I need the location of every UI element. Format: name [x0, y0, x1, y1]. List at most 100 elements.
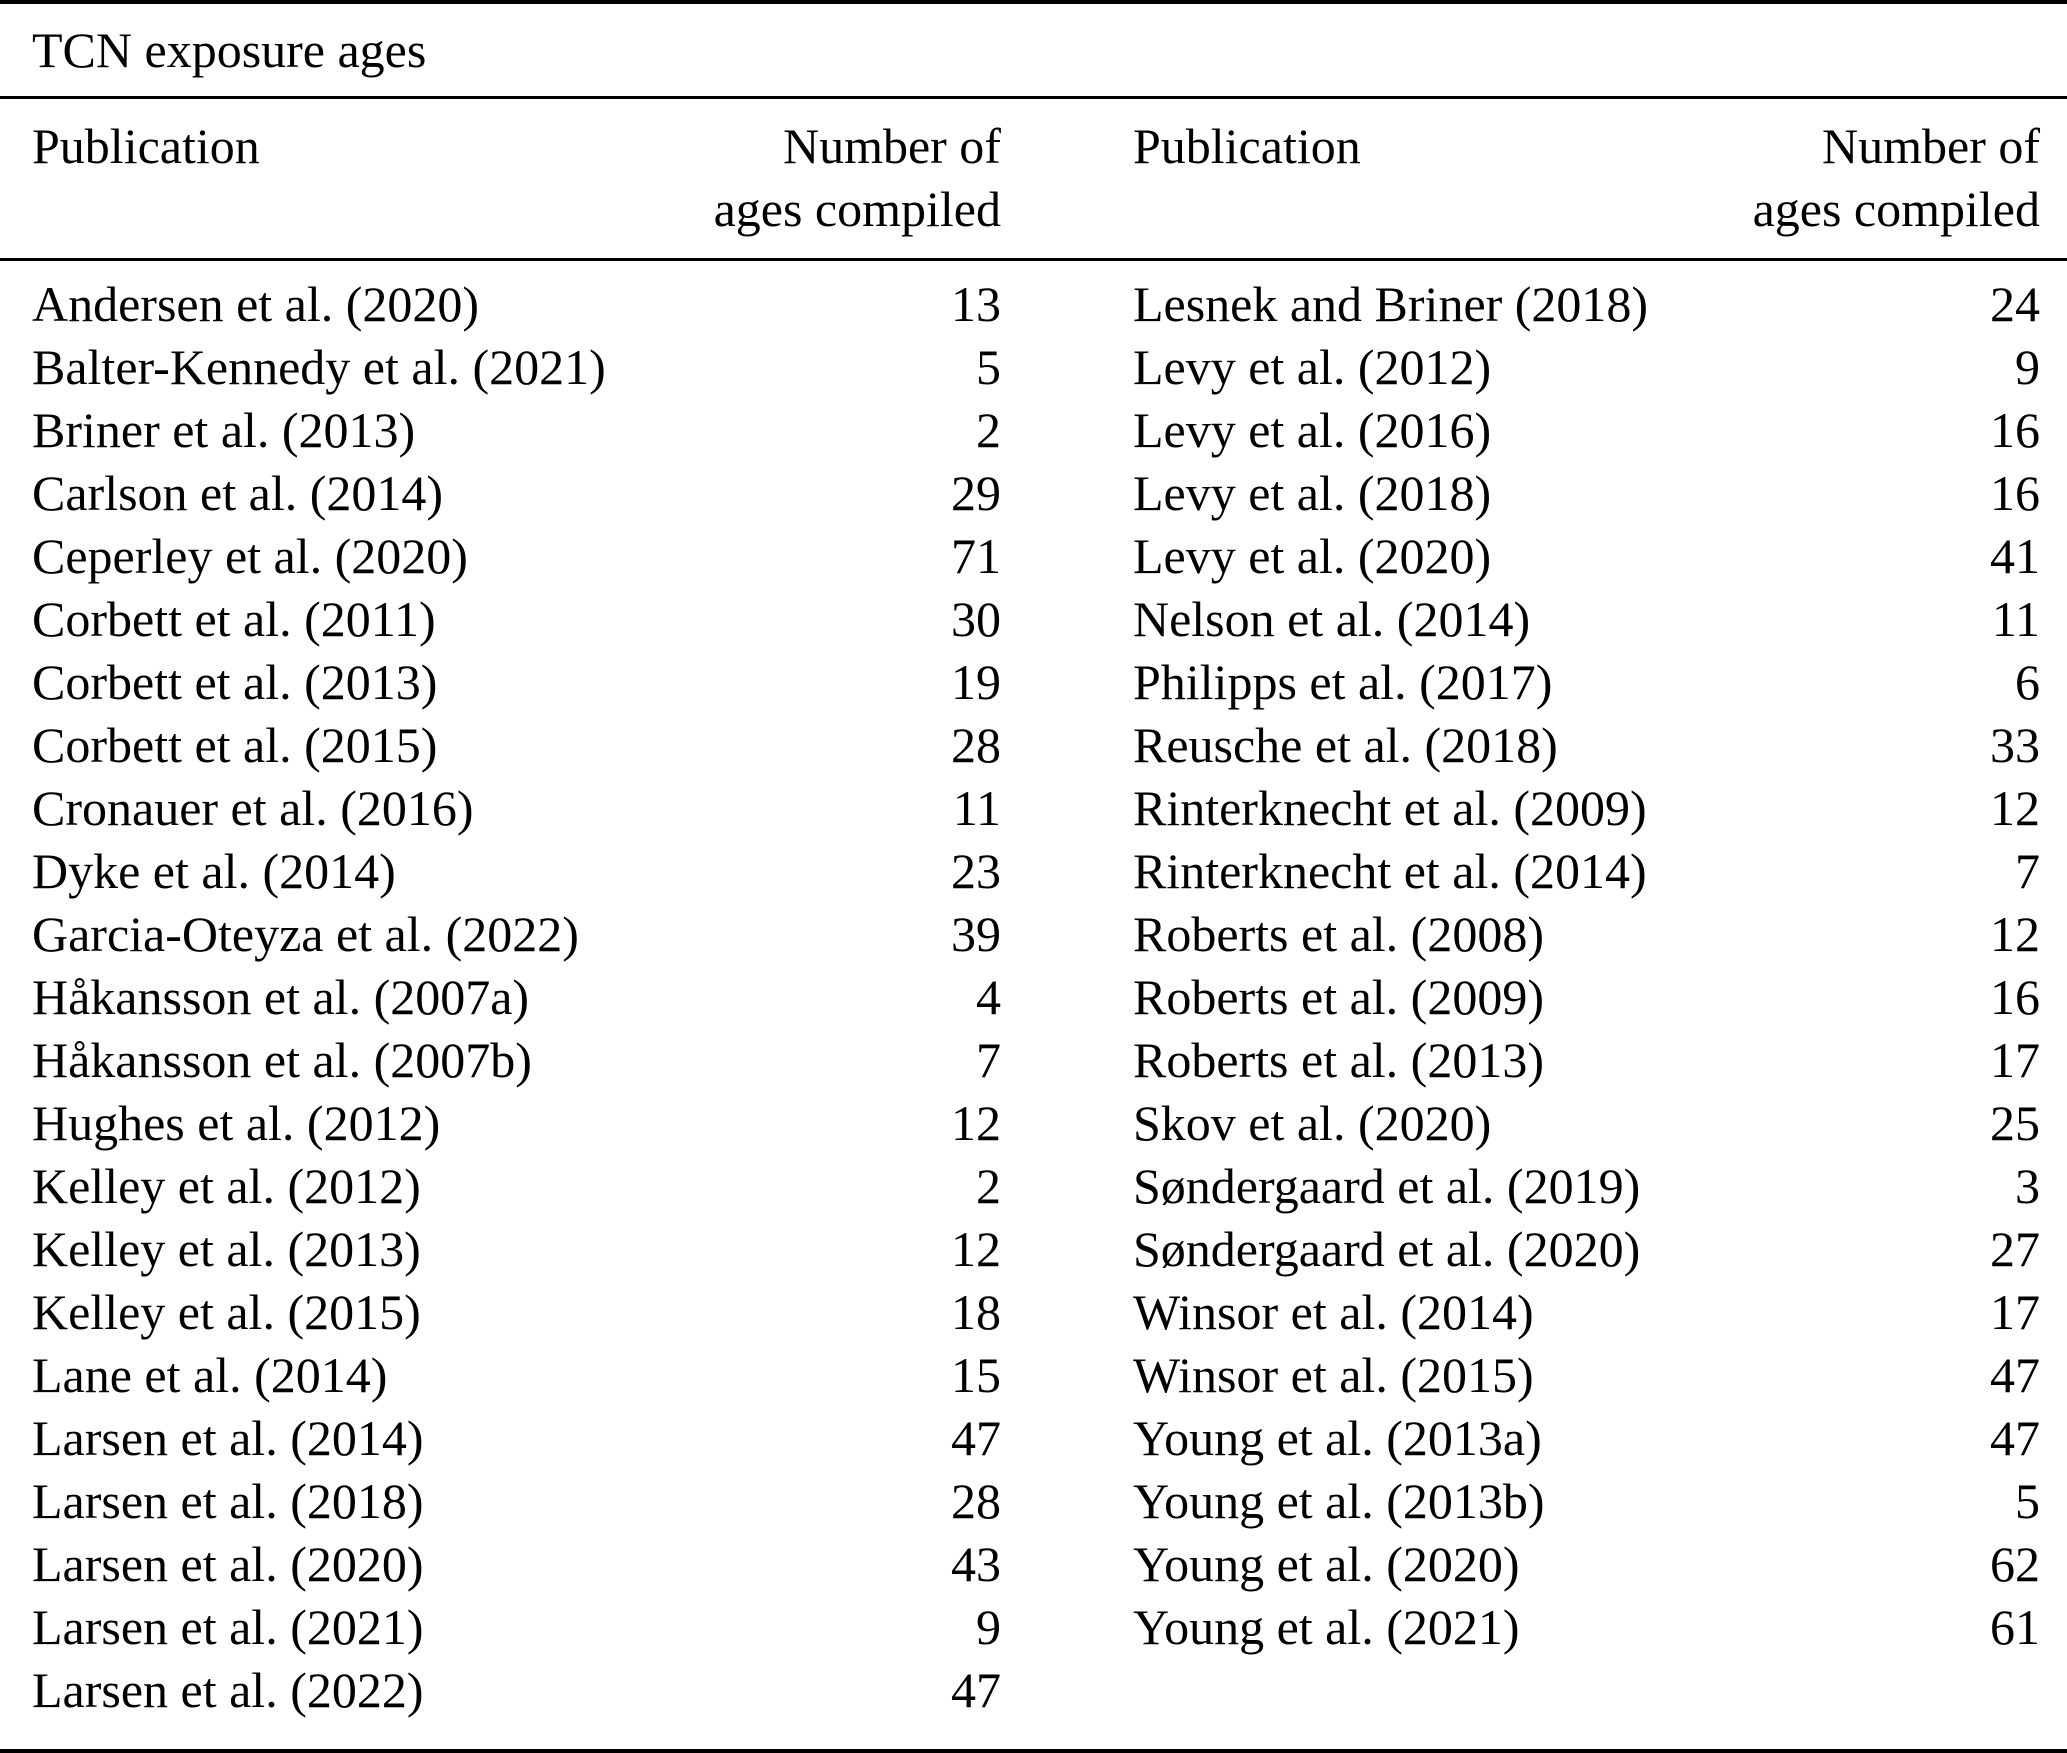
- ages-count-cell: 47: [950, 1662, 1001, 1718]
- table-row: Larsen et al. (2014) 47: [32, 1407, 1001, 1470]
- ages-count-cell: 5: [975, 339, 1001, 395]
- table-row: Skov et al. (2020) 25: [1133, 1092, 2040, 1155]
- table-row: Håkansson et al. (2007b) 7: [32, 1029, 1001, 1092]
- publication-cell: Levy et al. (2012): [1132, 339, 1492, 395]
- column-header-row: Publication Number of ages compiled Publ…: [0, 99, 2067, 258]
- table-row: Cronauer et al. (2016) 11: [32, 777, 1001, 840]
- publication-cell: Håkansson et al. (2007b): [32, 1032, 532, 1088]
- publication-cell: Larsen et al. (2018): [32, 1473, 424, 1529]
- ages-count-cell: 47: [1990, 1347, 2040, 1403]
- publication-cell: Levy et al. (2016): [1132, 402, 1492, 458]
- publication-cell: Larsen et al. (2021): [32, 1599, 424, 1655]
- ages-count-cell: 61: [1990, 1599, 2040, 1655]
- table-row: Rinterknecht et al. (2014) 7: [1133, 840, 2040, 903]
- ages-count-cell: 7: [975, 1032, 1001, 1088]
- publication-cell: Kelley et al. (2013): [32, 1221, 421, 1277]
- horizontal-rule-under-headers: [0, 258, 2067, 261]
- publication-cell: Skov et al. (2020): [1132, 1095, 1492, 1151]
- table-row: Young et al. (2013b) 5: [1133, 1470, 2040, 1533]
- publication-cell: Roberts et al. (2008): [1132, 906, 1544, 962]
- publication-cell: Andersen et al. (2020): [32, 276, 480, 332]
- table-row: Philipps et al. (2017) 6: [1133, 651, 2040, 714]
- ages-count-cell: 16: [1990, 402, 2040, 458]
- publication-cell: Larsen et al. (2014): [32, 1410, 424, 1466]
- publication-cell: Larsen et al. (2020): [32, 1536, 424, 1592]
- publication-cell: Carlson et al. (2014): [32, 465, 444, 521]
- table-row: Levy et al. (2016) 16: [1133, 399, 2040, 462]
- table-row: Nelson et al. (2014) 11: [1133, 588, 2040, 651]
- ages-count-cell: 47: [950, 1410, 1001, 1466]
- table-row: Young et al. (2021) 61: [1133, 1596, 2040, 1659]
- publication-cell: Corbett et al. (2013): [32, 654, 438, 710]
- ages-count-cell: 71: [950, 528, 1001, 584]
- ages-count-cell: 17: [1990, 1284, 2040, 1340]
- table-row: Dyke et al. (2014) 23: [32, 840, 1001, 903]
- ages-count-cell: 24: [1990, 276, 2040, 332]
- table-row: Rinterknecht et al. (2009) 12: [1133, 777, 2040, 840]
- publication-cell: Hughes et al. (2012): [32, 1095, 441, 1151]
- left-ages-header-line2: ages compiled: [713, 181, 1001, 237]
- right-header-block: Publication Number of ages compiled: [1133, 115, 2040, 241]
- column-gap: [1001, 115, 1133, 241]
- ages-count-cell: 2: [975, 1158, 1001, 1214]
- table-row: Kelley et al. (2015) 18: [32, 1281, 1001, 1344]
- publication-cell: Ceperley et al. (2020): [32, 528, 468, 584]
- left-header-block: Publication Number of ages compiled: [32, 115, 1001, 241]
- ages-count-cell: 3: [2015, 1158, 2040, 1214]
- table-row: Corbett et al. (2013) 19: [32, 651, 1001, 714]
- ages-count-cell: 9: [2015, 339, 2040, 395]
- ages-count-cell: 19: [950, 654, 1001, 710]
- ages-count-cell: 16: [1990, 465, 2040, 521]
- table-row: Kelley et al. (2013) 12: [32, 1218, 1001, 1281]
- ages-count-cell: 12: [950, 1221, 1001, 1277]
- publication-cell: Winsor et al. (2015): [1132, 1347, 1534, 1403]
- ages-count-cell: 39: [950, 906, 1001, 962]
- ages-count-cell: 11: [1991, 591, 2040, 647]
- left-ages-compiled-header: Number of ages compiled: [714, 115, 1001, 241]
- table-row: Levy et al. (2018) 16: [1133, 462, 2040, 525]
- table-row: Andersen et al. (2020) 13: [32, 273, 1001, 336]
- table-row: Carlson et al. (2014) 29: [32, 462, 1001, 525]
- ages-count-cell: 5: [2015, 1473, 2040, 1529]
- table-row: Roberts et al. (2008) 12: [1133, 903, 2040, 966]
- publication-cell: Rinterknecht et al. (2014): [1132, 843, 1647, 899]
- table-row: Garcia-Oteyza et al. (2022) 39: [32, 903, 1001, 966]
- publication-cell: Levy et al. (2020): [1132, 528, 1492, 584]
- table-row: Larsen et al. (2020) 43: [32, 1533, 1001, 1596]
- ages-count-cell: 29: [950, 465, 1001, 521]
- ages-count-cell: 33: [1990, 717, 2040, 773]
- publication-cell: Roberts et al. (2009): [1132, 969, 1544, 1025]
- horizontal-rule-under-title: [0, 96, 2067, 99]
- left-publication-header: Publication: [32, 118, 260, 174]
- table-body: Andersen et al. (2020) 13 Balter-Kennedy e…: [0, 261, 2067, 1749]
- table-row: Lane et al. (2014) 15: [32, 1344, 1001, 1407]
- ages-count-cell: 12: [950, 1095, 1001, 1151]
- ages-count-cell: 16: [1990, 969, 2040, 1025]
- publication-cell: Søndergaard et al. (2020): [1132, 1221, 1641, 1277]
- publication-cell: Young et al. (2013a): [1132, 1410, 1542, 1466]
- right-ages-header-line1: Number of: [1822, 118, 2040, 174]
- table-row: Levy et al. (2020) 41: [1133, 525, 2040, 588]
- table-row: Briner et al. (2013) 2: [32, 399, 1001, 462]
- table-row: Ceperley et al. (2020) 71: [32, 525, 1001, 588]
- publication-cell: Cronauer et al. (2016): [32, 780, 474, 836]
- ages-count-cell: 11: [952, 780, 1001, 836]
- ages-count-cell: 4: [975, 969, 1001, 1025]
- publication-cell: Corbett et al. (2011): [32, 591, 436, 647]
- ages-count-cell: 2: [975, 402, 1001, 458]
- publication-cell: Nelson et al. (2014): [1132, 591, 1531, 647]
- table-row: Roberts et al. (2009) 16: [1133, 966, 2040, 1029]
- publication-cell: Young et al. (2020): [1132, 1536, 1520, 1592]
- ages-count-cell: 41: [1990, 528, 2040, 584]
- publication-cell: Rinterknecht et al. (2009): [1132, 780, 1647, 836]
- publication-cell: Corbett et al. (2015): [32, 717, 438, 773]
- left-column-rows: Andersen et al. (2020) 13 Balter-Kennedy e…: [32, 273, 1001, 1722]
- ages-count-cell: 43: [950, 1536, 1001, 1592]
- table-row: Young et al. (2013a) 47: [1133, 1407, 2040, 1470]
- table-row: Lesnek and Briner (2018) 24: [1133, 273, 2040, 336]
- ages-count-cell: 15: [950, 1347, 1001, 1403]
- publication-cell: Kelley et al. (2012): [32, 1158, 421, 1214]
- ages-count-cell: 13: [950, 276, 1001, 332]
- table-row: Reusche et al. (2018) 33: [1133, 714, 2040, 777]
